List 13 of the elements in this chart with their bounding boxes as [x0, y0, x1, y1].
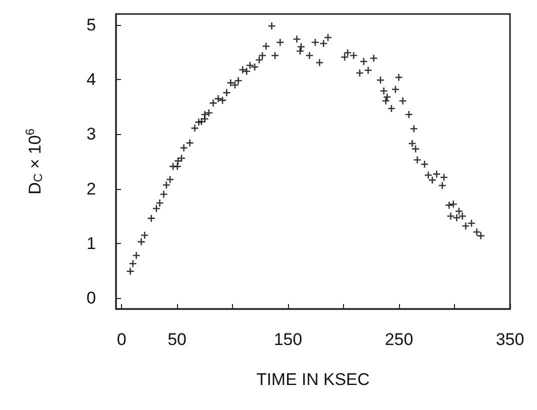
y-tick-label: 5 [86, 15, 96, 34]
x-tick-label: 50 [168, 330, 187, 349]
y-tick-label: 1 [86, 234, 96, 253]
y-tick-label: 2 [86, 179, 96, 198]
y-axis-title: DC × 106 [23, 128, 45, 194]
x-axis-title: TIME IN KSEC [256, 370, 370, 389]
x-tick-label: 350 [496, 330, 524, 349]
y-tick-label: 0 [86, 288, 96, 308]
x-tick-label: 150 [274, 330, 302, 349]
x-tick-label: 250 [384, 330, 414, 349]
y-tick-label: 4 [86, 70, 96, 90]
y-tick-label: 3 [86, 124, 96, 144]
x-tick-label: 0 [116, 330, 126, 349]
